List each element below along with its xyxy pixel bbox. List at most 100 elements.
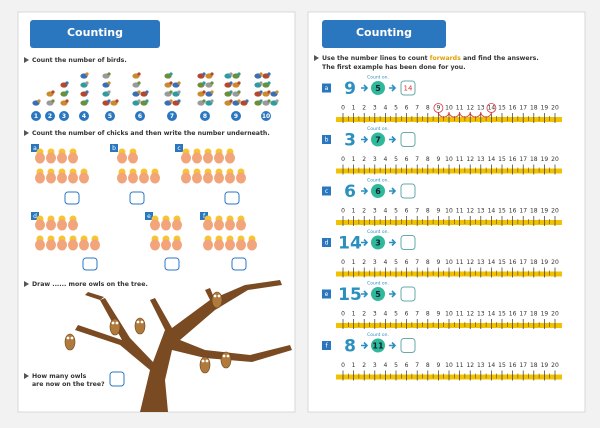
arrow (361, 187, 369, 195)
bird-head (237, 72, 241, 76)
chick-group-label: f (203, 213, 206, 220)
bird-head (229, 72, 233, 76)
number-line-label: 8 (426, 259, 430, 266)
number-line-label: 2 (362, 311, 366, 318)
egg (214, 239, 224, 251)
egg (236, 239, 246, 251)
owl-eye (222, 354, 226, 358)
number-label: 8 (203, 113, 207, 120)
arrow (389, 290, 397, 298)
number-line-label: 19 (541, 105, 549, 112)
answer-box (400, 80, 416, 96)
number-badge (45, 111, 55, 121)
owl (64, 333, 76, 351)
add-number: 3 (375, 239, 381, 248)
number-line-label: 1 (352, 311, 356, 318)
owl (109, 318, 121, 336)
arrow (361, 84, 369, 92)
number-line-label: 7 (415, 362, 419, 369)
number-line-label: 0 (341, 362, 345, 369)
number-line-label: 5 (394, 311, 398, 318)
number-badge (79, 111, 89, 121)
egg (57, 172, 67, 184)
bird-head (137, 81, 141, 85)
owl-eye (226, 354, 230, 358)
bird-head (85, 99, 89, 103)
egg (203, 219, 213, 231)
instruction-part: Use the number lines to count (322, 55, 430, 62)
bird-head (107, 72, 111, 76)
number-line-label: 8 (426, 105, 430, 112)
number-line-label: 12 (466, 362, 474, 369)
bullet (314, 55, 319, 61)
number-line-label: 19 (541, 311, 549, 318)
number-line-label: 7 (415, 208, 419, 215)
label-box (322, 289, 331, 299)
egg (117, 152, 127, 164)
number-label: 2 (48, 113, 52, 120)
bird-head (202, 72, 206, 76)
row-label: c (325, 188, 328, 195)
egg (161, 219, 171, 231)
answer-box (64, 191, 80, 205)
chick-group-label: b (112, 145, 116, 152)
bird-head (210, 81, 214, 85)
bullet (24, 57, 29, 63)
hop-loops (438, 111, 492, 118)
number-line-label: 6 (405, 105, 409, 112)
right-page (307, 11, 586, 413)
number-line-label: 9 (436, 259, 440, 266)
number-line-label: 15 (498, 156, 506, 163)
answer-box (400, 235, 416, 250)
egg (161, 239, 171, 251)
egg (203, 152, 213, 164)
bird-head (145, 99, 149, 103)
number-line-label: 16 (509, 156, 517, 163)
bird-head (65, 90, 69, 94)
number-line-label: 12 (466, 156, 474, 163)
number-line-label: 19 (541, 362, 549, 369)
number-line-label: 14 (488, 105, 496, 112)
number-line-label: 17 (519, 259, 527, 266)
egg (128, 172, 138, 184)
number-label: 9 (234, 113, 238, 120)
add-number: 7 (375, 136, 381, 145)
number-line-label: 14 (488, 208, 496, 215)
owl (199, 356, 211, 374)
answer-box (224, 191, 240, 205)
bird-head (210, 90, 214, 94)
arrow (389, 341, 397, 350)
number-line-label: 9 (436, 105, 440, 112)
label-box (145, 212, 153, 220)
start-number: 8 (344, 337, 356, 357)
number-line-label: 12 (466, 105, 474, 112)
number-line-label: 0 (341, 105, 345, 112)
number-line-label: 7 (415, 105, 419, 112)
egg (181, 172, 191, 184)
number-line-label: 9 (436, 311, 440, 318)
number-line-label: 7 (415, 259, 419, 266)
number-line-label: 10 (445, 105, 453, 112)
number-line-label: 20 (551, 105, 559, 112)
number-line-label: 3 (373, 208, 377, 215)
label-box (322, 341, 331, 350)
number-line-label: 3 (373, 259, 377, 266)
number-line-label: 0 (341, 156, 345, 163)
answer-box (400, 183, 416, 199)
number-line-label: 20 (551, 208, 559, 215)
number-line-label: 12 (466, 259, 474, 266)
number-line-label: 10 (445, 208, 453, 215)
answer-box (129, 191, 145, 205)
count-on: Count on. (367, 126, 389, 132)
number-line-label: 1 (352, 105, 356, 112)
instruction-part: and find the answers. (461, 55, 539, 62)
arrow (389, 238, 397, 247)
bullet (24, 130, 29, 136)
number-label: 1 (34, 113, 38, 120)
number-line-label: 18 (530, 208, 538, 215)
egg (172, 219, 182, 231)
bird-head (275, 90, 279, 94)
chick-group-label: d (33, 213, 37, 220)
egg (236, 172, 246, 184)
number-line-label: 16 (509, 259, 517, 266)
